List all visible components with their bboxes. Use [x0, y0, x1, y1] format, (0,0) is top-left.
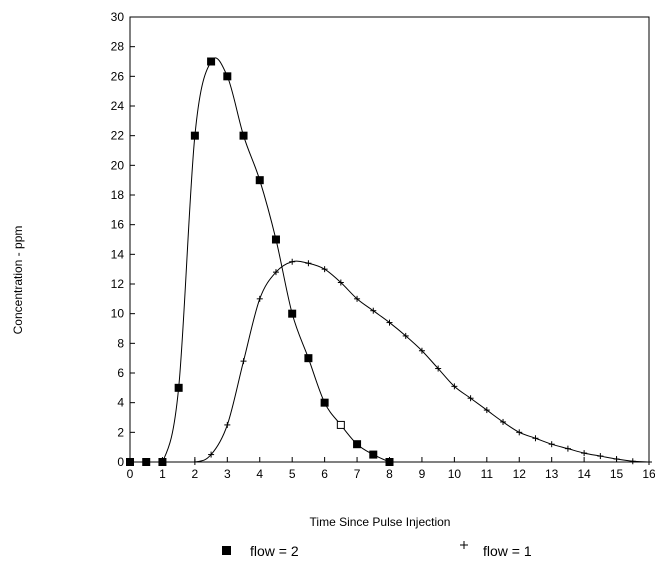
x-tick-label: 6	[321, 467, 328, 481]
y-tick-label: 28	[111, 40, 125, 54]
data-point-flow-2	[369, 450, 378, 459]
data-point-flow-1	[256, 295, 263, 302]
data-point-flow-2	[288, 309, 297, 318]
series-lines	[130, 57, 650, 463]
x-tick-label: 12	[513, 467, 527, 481]
x-tick-label: 7	[354, 467, 361, 481]
data-point-flow-1	[418, 347, 425, 354]
y-tick-label: 8	[117, 336, 124, 350]
data-point-flow-1	[467, 395, 474, 402]
y-tick-label: 10	[111, 307, 125, 321]
data-point-flow-2	[239, 131, 248, 140]
x-tick-label: 2	[192, 467, 199, 481]
x-axis-title: Time Since Pulse Injection	[310, 515, 451, 529]
x-tick-label: 16	[642, 467, 655, 481]
data-point-flow-1	[159, 459, 166, 465]
data-point-flow-1	[613, 456, 620, 463]
data-point-flow-2	[353, 440, 362, 449]
series-markers	[126, 57, 652, 466]
data-point-flow-2	[320, 398, 329, 407]
data-point-flow-1	[646, 459, 652, 465]
data-point-flow-1	[321, 266, 328, 273]
series-line-flow-1	[130, 260, 650, 463]
y-tick-label: 26	[111, 69, 125, 83]
x-tick-label: 5	[289, 467, 296, 481]
data-point-flow-1	[564, 445, 571, 452]
data-point-flow-2	[304, 354, 313, 363]
plot-frame	[129, 16, 650, 463]
y-tick-label: 30	[111, 10, 125, 24]
legend: flow = 2 flow = 1	[222, 541, 532, 559]
x-tick-label: 15	[610, 467, 624, 481]
data-point-flow-1	[629, 458, 636, 465]
data-point-flow-2	[255, 176, 264, 185]
data-point-flow-2	[190, 131, 199, 140]
data-point-flow-2	[271, 235, 280, 244]
data-point-flow-1	[240, 358, 247, 365]
data-point-flow-1	[500, 418, 507, 425]
plot-frame-group	[129, 16, 650, 463]
data-point-flow-1	[532, 435, 539, 442]
data-point-flow-1	[208, 451, 215, 458]
legend-label-flow-2: flow = 2	[250, 543, 299, 559]
y-tick-label: 16	[111, 218, 125, 232]
y-tick-label: 2	[117, 425, 124, 439]
y-tick-label: 22	[111, 129, 125, 143]
legend-label-flow-1: flow = 1	[483, 543, 532, 559]
data-point-flow-1	[597, 453, 604, 460]
y-tick-label: 6	[117, 366, 124, 380]
x-axis-ticks: 0 1 2 3 4 5 6 7 8 9 10 11 12 13 14 15 16	[127, 457, 655, 481]
y-tick-label: 12	[111, 277, 125, 291]
data-point-flow-1	[289, 258, 296, 265]
data-point-flow-2	[385, 458, 394, 466]
data-point-flow-1	[127, 459, 133, 465]
data-point-flow-1	[337, 279, 344, 286]
data-point-flow-2	[336, 420, 345, 429]
data-point-flow-1	[305, 260, 312, 267]
x-tick-label: 10	[448, 467, 462, 481]
y-axis-title: Concentration - ppm	[11, 226, 25, 335]
data-point-flow-2	[174, 383, 183, 392]
data-point-flow-2	[207, 57, 216, 66]
data-point-flow-1	[402, 332, 409, 339]
data-point-flow-1	[516, 429, 523, 436]
y-tick-label: 4	[117, 396, 124, 410]
y-tick-label: 20	[111, 158, 125, 172]
data-point-flow-1	[386, 319, 393, 326]
data-point-flow-1	[451, 383, 458, 390]
x-tick-label: 8	[386, 467, 393, 481]
legend-marker-flow-1	[460, 541, 468, 549]
data-point-flow-1	[435, 365, 442, 372]
x-tick-label: 14	[577, 467, 591, 481]
x-tick-label: 0	[127, 467, 134, 481]
data-point-flow-1	[483, 407, 490, 414]
data-point-flow-1	[272, 269, 279, 276]
data-point-flow-1	[224, 421, 231, 428]
y-tick-label: 18	[111, 188, 125, 202]
y-tick-label: 24	[111, 99, 125, 113]
x-tick-label: 11	[481, 467, 494, 481]
legend-marker-flow-2	[222, 546, 231, 555]
data-point-flow-1	[354, 295, 361, 302]
y-tick-label: 14	[111, 247, 125, 261]
y-tick-label: 0	[117, 455, 124, 469]
x-tick-label: 1	[159, 467, 166, 481]
data-point-flow-2	[223, 72, 232, 81]
data-point-flow-1	[191, 459, 198, 465]
series-line-flow-2	[130, 57, 390, 463]
data-point-flow-1	[370, 307, 377, 314]
x-tick-label: 4	[256, 467, 263, 481]
x-tick-label: 9	[419, 467, 426, 481]
data-point-flow-2	[142, 458, 151, 466]
data-point-flow-1	[548, 441, 555, 448]
x-tick-label: 13	[545, 467, 559, 481]
x-tick-label: 3	[224, 467, 231, 481]
data-point-flow-1	[581, 450, 588, 457]
